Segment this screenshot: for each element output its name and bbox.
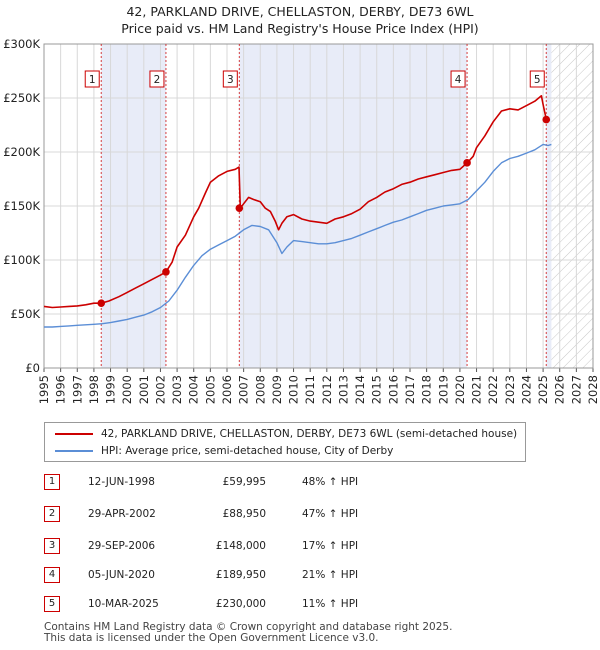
hpi-line xyxy=(44,143,552,328)
x-tick-label: 2015 xyxy=(370,375,384,404)
x-tick-label: 2003 xyxy=(170,375,184,404)
x-tick-label: 2020 xyxy=(453,375,467,404)
x-tick-label: 2001 xyxy=(137,375,151,404)
sale-point xyxy=(235,204,244,212)
x-tick-label: 2004 xyxy=(187,375,201,404)
y-tick-label: £0 xyxy=(25,361,40,375)
y-tick-label: £200K xyxy=(3,145,40,159)
x-tick-label: 2000 xyxy=(120,375,134,404)
x-tick-label: 2010 xyxy=(287,375,301,404)
x-tick-label: 2023 xyxy=(503,375,517,404)
x-tick-label: 2006 xyxy=(220,375,234,404)
y-tick-label: £50K xyxy=(11,307,41,321)
plot-frame xyxy=(43,43,594,369)
sale-number-label: 1 xyxy=(89,74,96,86)
x-tick-label: 2025 xyxy=(536,375,550,404)
x-tick-label: 2024 xyxy=(519,375,533,404)
sale-number-badge: 3 xyxy=(44,538,60,554)
sale-date: 12-JUN-1998 xyxy=(88,476,155,488)
x-tick-label: 2011 xyxy=(303,375,317,404)
sale-hpi-change: 47% ↑ HPI xyxy=(302,508,359,520)
legend-price-swatch xyxy=(55,433,93,435)
sale-hpi-change: 21% ↑ HPI xyxy=(302,569,359,581)
x-tick-label: 2019 xyxy=(436,375,450,404)
x-tick-label: 2017 xyxy=(403,375,417,404)
sale-number-label: 2 xyxy=(154,74,161,86)
sale-price: £59,995 xyxy=(222,476,266,488)
sale-price: £230,000 xyxy=(215,598,266,610)
x-tick-label: 2005 xyxy=(203,375,217,404)
sale-row: 4 05-JUN-2020 £189,950 21% ↑ HPI xyxy=(44,565,464,585)
chart-legend: 42, PARKLAND DRIVE, CHELLASTON, DERBY, D… xyxy=(44,422,526,462)
x-tick-label: 1995 xyxy=(37,375,51,404)
y-tick-label: £100K xyxy=(3,253,40,267)
x-tick-label: 2028 xyxy=(586,375,600,404)
sale-hpi-change: 11% ↑ HPI xyxy=(302,598,359,610)
sale-price: £189,950 xyxy=(215,569,266,581)
footer-licence: This data is licensed under the Open Gov… xyxy=(44,632,379,644)
footer-copyright: Contains HM Land Registry data © Crown c… xyxy=(44,621,453,633)
sale-number-badge: 4 xyxy=(44,567,60,583)
sale-number-badge: 1 xyxy=(44,474,60,490)
x-tick-label: 1998 xyxy=(87,375,101,404)
sale-row: 5 10-MAR-2025 £230,000 11% ↑ HPI xyxy=(44,594,464,614)
sale-hpi-change: 17% ↑ HPI xyxy=(302,540,359,552)
x-tick-label: 2018 xyxy=(420,375,434,404)
sale-point xyxy=(162,268,170,276)
sale-date: 29-SEP-2006 xyxy=(88,540,156,552)
sale-number-label: 3 xyxy=(227,74,234,86)
sale-number-badge: 2 xyxy=(44,506,60,522)
sale-date: 29-APR-2002 xyxy=(88,508,156,520)
x-tick-label: 2007 xyxy=(237,375,251,404)
x-tick-label: 1996 xyxy=(54,375,68,404)
sale-number-box xyxy=(222,70,238,88)
legend-hpi-swatch xyxy=(55,450,93,452)
x-tick-label: 2009 xyxy=(270,375,284,404)
sale-number-box xyxy=(149,70,165,88)
x-tick-label: 1999 xyxy=(104,375,118,404)
x-tick-label: 2012 xyxy=(320,375,334,404)
sale-number-box xyxy=(450,70,466,88)
sale-price: £148,000 xyxy=(215,540,266,552)
y-tick-label: £300K xyxy=(3,37,40,51)
x-tick-label: 2027 xyxy=(569,375,583,404)
x-tick-label: 2014 xyxy=(353,375,367,404)
x-tick-label: 2016 xyxy=(386,375,400,404)
x-tick-label: 2022 xyxy=(486,375,500,404)
sale-point xyxy=(97,299,106,308)
sale-number-box xyxy=(529,70,545,88)
x-tick-label: 2021 xyxy=(470,375,484,404)
x-tick-label: 2002 xyxy=(153,375,167,404)
x-tick-label: 2026 xyxy=(553,375,567,404)
sale-date: 05-JUN-2020 xyxy=(88,569,155,581)
sale-date: 10-MAR-2025 xyxy=(88,598,159,610)
sale-number-label: 5 xyxy=(534,74,541,86)
legend-hpi-label: HPI: Average price, semi-detached house,… xyxy=(101,445,394,457)
chart-title: 42, PARKLAND DRIVE, CHELLASTON, DERBY, D… xyxy=(126,4,474,19)
sale-row: 3 29-SEP-2006 £148,000 17% ↑ HPI xyxy=(44,536,464,556)
x-tick-label: 2013 xyxy=(336,375,350,404)
y-tick-label: £150K xyxy=(3,199,40,213)
sale-row: 2 29-APR-2002 £88,950 47% ↑ HPI xyxy=(44,504,464,524)
footer-attribution: Contains HM Land Registry data © Crown c… xyxy=(44,622,452,644)
chart-subtitle: Price paid vs. HM Land Registry's House … xyxy=(121,21,479,36)
sale-number-label: 4 xyxy=(455,74,462,86)
sale-point xyxy=(463,159,471,167)
sale-point xyxy=(542,115,551,124)
sale-row: 1 12-JUN-1998 £59,995 48% ↑ HPI xyxy=(44,472,464,492)
sale-hpi-change: 48% ↑ HPI xyxy=(302,476,359,488)
legend-price-label: 42, PARKLAND DRIVE, CHELLASTON, DERBY, D… xyxy=(101,428,518,440)
sale-number-badge: 5 xyxy=(44,596,60,612)
x-tick-label: 1997 xyxy=(70,375,84,404)
price-paid-line xyxy=(43,95,550,309)
sale-number-box xyxy=(84,70,100,88)
x-tick-label: 2008 xyxy=(253,375,267,404)
y-tick-label: £250K xyxy=(3,91,40,105)
sale-price: £88,950 xyxy=(222,508,266,520)
